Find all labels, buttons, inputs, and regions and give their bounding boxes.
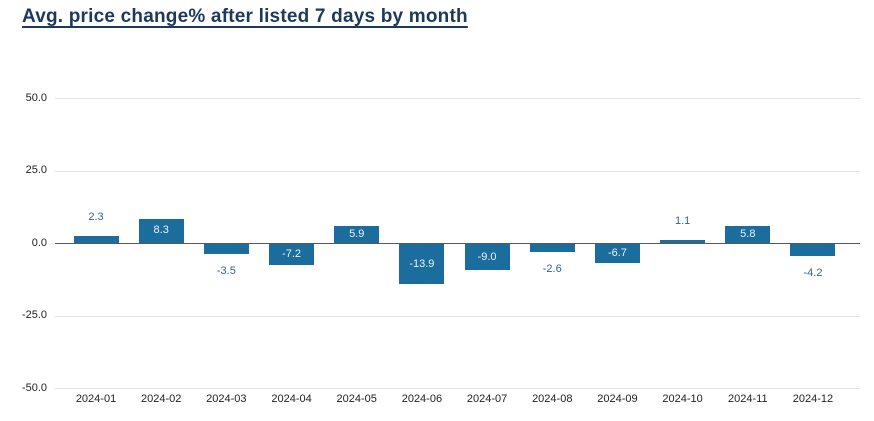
bar-value-label-2024-06: -13.9 [409,257,435,270]
x-axis-tick-2024-01: 2024-01 [75,393,117,405]
bar-value-label-2024-09: -6.7 [607,247,627,260]
bar-2024-04[interactable] [269,244,315,265]
bar-value-label-2024-04: -7.2 [282,247,302,260]
x-axis-tick-2024-07: 2024-07 [466,393,508,405]
gridline-25.0 [55,170,860,172]
bar-2024-12[interactable] [790,244,836,257]
x-axis-tick-2024-08: 2024-08 [532,393,573,405]
bar-value-label-2024-11: 5.8 [740,228,756,241]
gridline--25.0 [55,315,860,317]
gridline--50.0 [55,388,860,389]
y-axis-tick--50.0: -50.0 [21,381,47,394]
bar-value-label-2024-10: 1.1 [674,214,691,227]
x-axis-tick-2024-04: 2024-04 [271,393,312,405]
bar-2024-02[interactable] [138,218,184,243]
bar-value-label-2024-12: -4.2 [803,267,823,280]
x-axis-tick-2024-05: 2024-05 [336,393,377,405]
bar-value-label-2024-01: 2.3 [88,211,104,224]
bar-2024-11[interactable] [725,226,771,243]
bar-2024-10[interactable] [660,239,706,243]
bar-2024-08[interactable] [529,244,575,252]
x-axis-tick-2024-06: 2024-06 [401,393,443,405]
bar-2024-06[interactable] [399,244,445,285]
x-axis-tick-2024-12: 2024-12 [792,393,834,405]
bar-2024-03[interactable] [203,244,249,255]
bar-value-label-2024-03: -3.5 [216,265,236,278]
bar-2024-01[interactable] [73,236,119,243]
y-axis-tick--25.0: -25.0 [21,309,47,321]
bar-value-label-2024-08: -2.6 [542,262,562,275]
x-axis-tick-2024-03: 2024-03 [206,393,247,405]
x-axis-tick-2024-09: 2024-09 [597,393,638,405]
x-axis-tick-2024-10: 2024-10 [662,393,703,405]
x-axis-tick-2024-02: 2024-02 [140,393,182,405]
chart-title[interactable]: Avg. price change% after listed 7 days b… [22,6,468,27]
bar-value-label-2024-02: 8.3 [153,224,169,237]
bar-2024-07[interactable] [464,244,510,271]
bar-2024-05[interactable] [334,225,380,243]
gridline-50.0 [55,98,860,99]
bar-value-label-2024-07: -9.0 [477,250,497,263]
y-axis-tick-50.0: 50.0 [25,91,47,104]
x-axis-tick-2024-11: 2024-11 [728,393,768,405]
zero-axis-line [55,243,860,244]
bar-value-label-2024-05: 5.9 [349,227,365,240]
y-axis-tick-25.0: 25.0 [25,164,47,176]
y-axis-tick-0.0: 0.0 [31,236,47,249]
bar-2024-09[interactable] [594,244,640,264]
